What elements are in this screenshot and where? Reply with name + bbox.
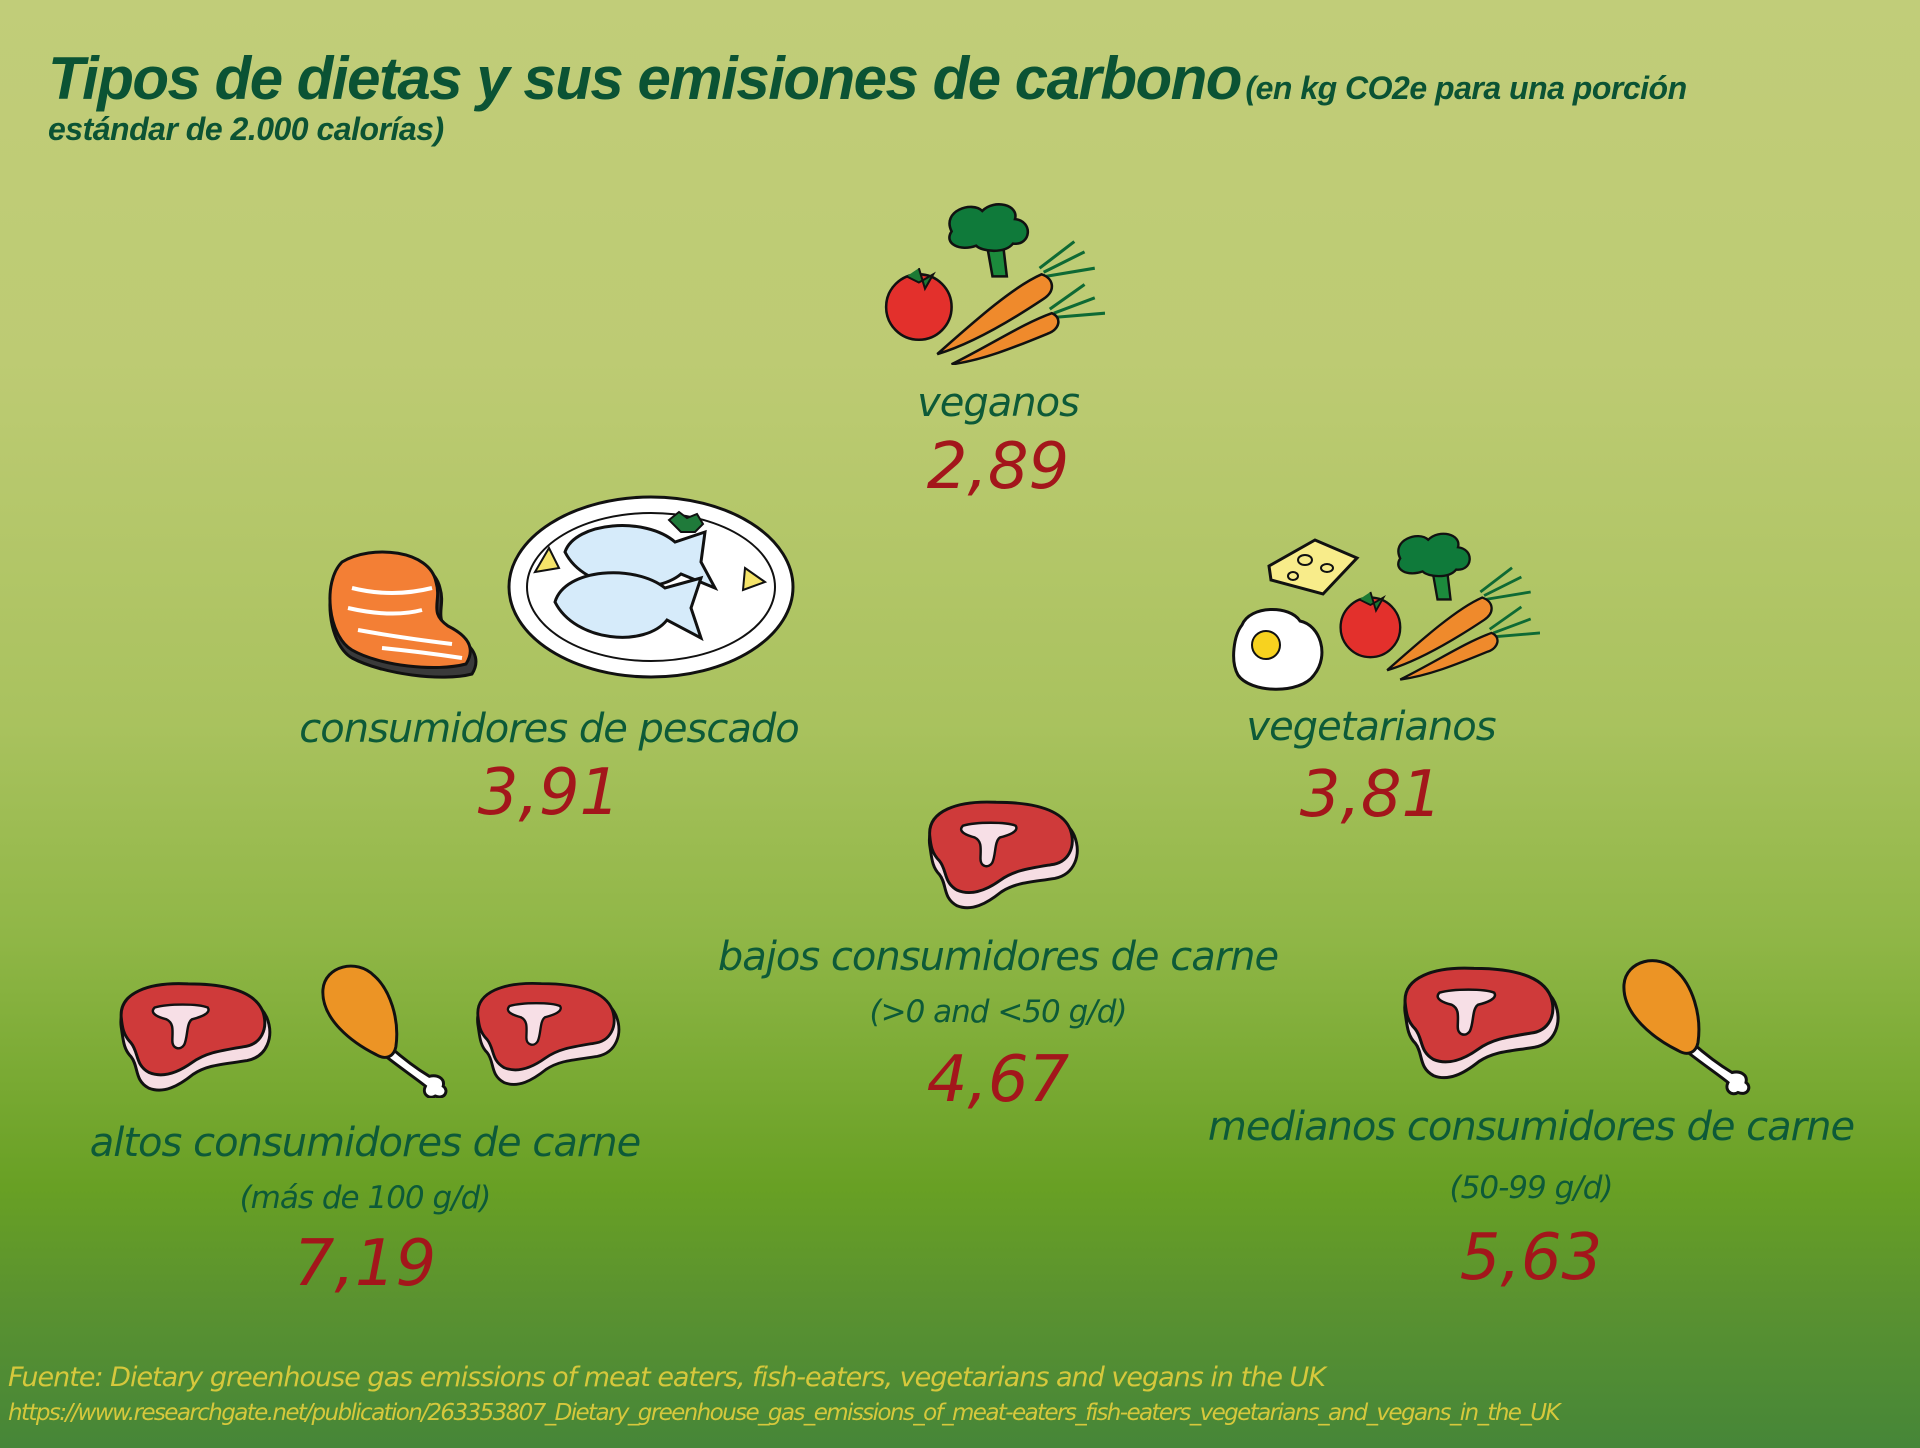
egg-icon bbox=[1230, 605, 1330, 699]
range-medianos: (50-99 g/d) bbox=[1449, 1170, 1614, 1206]
value-veganos: 2,89 bbox=[926, 430, 1070, 504]
label-altos: altos consumidores de carne bbox=[89, 1120, 642, 1166]
value-altos: 7,19 bbox=[293, 1227, 437, 1301]
title-subtitle-continued: estándar de 2.000 calorías) bbox=[48, 111, 444, 147]
title-main: Tipos de dietas y sus emisiones de carbo… bbox=[48, 45, 1242, 112]
fish-plate-icon bbox=[505, 492, 797, 686]
label-bajos: bajos consumidores de carne bbox=[717, 934, 1279, 980]
range-altos: (más de 100 g/d) bbox=[239, 1180, 492, 1216]
steak-icon bbox=[918, 796, 1084, 918]
value-bajos: 4,67 bbox=[926, 1043, 1070, 1117]
steak-icon bbox=[108, 978, 278, 1100]
label-vegetarianos: vegetarianos bbox=[1246, 704, 1496, 750]
label-pescado: consumidores de pescado bbox=[299, 706, 799, 752]
source-url[interactable]: https://www.researchgate.net/publication… bbox=[8, 1400, 1561, 1426]
source-text: Fuente: Dietary greenhouse gas emissions… bbox=[8, 1362, 1326, 1393]
chicken-leg-icon bbox=[312, 960, 462, 1102]
chicken-leg-icon bbox=[1614, 952, 1764, 1101]
title-subtitle: (en kg CO2e para una porción bbox=[1245, 70, 1687, 106]
salmon-steak-icon bbox=[322, 548, 484, 687]
steak-icon bbox=[465, 978, 627, 1094]
vegetables-icon bbox=[1335, 525, 1540, 689]
label-medianos: medianos consumidores de carne bbox=[1207, 1104, 1855, 1150]
value-vegetarianos: 3,81 bbox=[1299, 758, 1443, 832]
label-veganos: veganos bbox=[917, 380, 1080, 426]
value-pescado: 3,91 bbox=[477, 756, 621, 830]
value-medianos: 5,63 bbox=[1459, 1221, 1603, 1295]
page-title: Tipos de dietas y sus emisiones de carbo… bbox=[48, 46, 1908, 147]
cheese-icon bbox=[1265, 536, 1361, 602]
vegetables-icon bbox=[880, 200, 1105, 369]
steak-icon bbox=[1393, 962, 1565, 1088]
range-bajos: (>0 and <50 g/d) bbox=[869, 994, 1128, 1030]
